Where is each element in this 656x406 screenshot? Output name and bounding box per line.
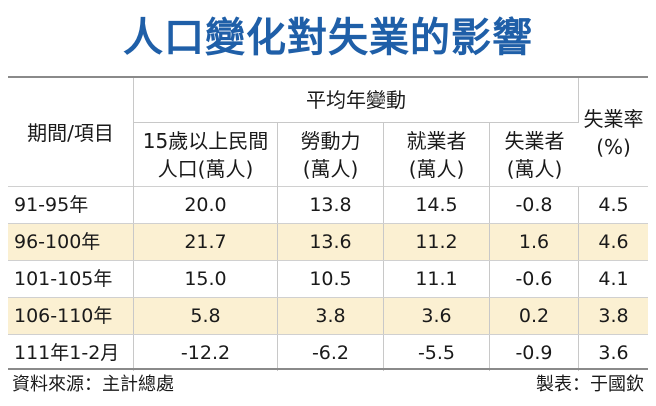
cell-unemployed: 1.6 bbox=[490, 224, 579, 260]
cell-period: 106-110年 bbox=[8, 298, 134, 334]
header-population-line2: 人口(萬人) bbox=[157, 157, 254, 181]
header-population: 15歲以上民間 人口(萬人) bbox=[134, 123, 278, 187]
header-labor-line2: (萬人) bbox=[302, 157, 359, 181]
header-rate-line1: 失業率 bbox=[583, 106, 644, 131]
cell-rate: 3.8 bbox=[598, 305, 629, 327]
cell-employed: -5.5 bbox=[384, 335, 490, 371]
table-header: 期間/項目 平均年變動 失業率 (%) 15歲以上民間 人口(萬人) 勞動力 (… bbox=[8, 78, 648, 187]
cell-period: 91-95年 bbox=[8, 187, 134, 223]
header-employed: 就業者 (萬人) bbox=[384, 123, 490, 187]
header-period: 期間/項目 bbox=[8, 78, 134, 187]
maker-credit: 製表：于國欽 bbox=[536, 374, 644, 395]
cell-labor: -6.2 bbox=[278, 335, 384, 371]
header-unemployed-line2: (萬人) bbox=[506, 157, 563, 181]
header-unemployment-rate: 失業率 (%) bbox=[579, 78, 648, 187]
cell-employed: 14.5 bbox=[384, 187, 490, 223]
header-labor-line1: 勞動力 bbox=[300, 129, 361, 153]
cell-unemployed: -0.8 bbox=[490, 187, 579, 223]
cell-employed: 11.2 bbox=[384, 224, 490, 260]
source-note: 資料來源：主計總處 bbox=[12, 374, 174, 395]
page-title: 人口變化對失業的影響 bbox=[123, 15, 533, 61]
cell-rate: 4.5 bbox=[598, 194, 629, 216]
cell-rate: 4.1 bbox=[598, 268, 629, 290]
cell-rate: 4.6 bbox=[598, 231, 629, 253]
table-row: 111年1-2月 -12.2 -6.2 -5.5 -0.9 3.6 bbox=[8, 334, 648, 371]
cell-population: 5.8 bbox=[134, 298, 278, 334]
cell-employed: 11.1 bbox=[384, 261, 490, 297]
table-row: 91-95年 20.0 13.8 14.5 -0.8 4.5 bbox=[8, 186, 648, 223]
cell-population: -12.2 bbox=[134, 335, 278, 371]
cell-period: 101-105年 bbox=[8, 261, 134, 297]
table-row: 101-105年 15.0 10.5 11.1 -0.6 4.1 bbox=[8, 260, 648, 297]
cell-population: 20.0 bbox=[134, 187, 278, 223]
header-unemployed: 失業者 (萬人) bbox=[490, 123, 579, 187]
header-rate-line2: (%) bbox=[596, 134, 631, 159]
cell-unemployed: 0.2 bbox=[490, 298, 579, 334]
cell-period: 111年1-2月 bbox=[8, 335, 134, 371]
table-footer: 資料來源：主計總處 製表：于國欽 bbox=[8, 368, 648, 402]
header-population-line1: 15歲以上民間 bbox=[142, 129, 269, 153]
cell-unemployed: -0.9 bbox=[490, 335, 579, 371]
cell-labor: 13.8 bbox=[278, 187, 384, 223]
cell-employed: 3.6 bbox=[384, 298, 490, 334]
cell-labor: 3.8 bbox=[278, 298, 384, 334]
header-unemployed-line1: 失業者 bbox=[504, 129, 565, 153]
cell-labor: 10.5 bbox=[278, 261, 384, 297]
header-group-annual-change: 平均年變動 bbox=[134, 78, 579, 123]
cell-population: 21.7 bbox=[134, 224, 278, 260]
cell-rate: 3.6 bbox=[598, 342, 629, 364]
table-row: 106-110年 5.8 3.8 3.6 0.2 3.8 bbox=[8, 297, 648, 334]
data-table: 期間/項目 平均年變動 失業率 (%) 15歲以上民間 人口(萬人) 勞動力 (… bbox=[8, 76, 648, 371]
table-row: 96-100年 21.7 13.6 11.2 1.6 4.6 bbox=[8, 223, 648, 260]
cell-period: 96-100年 bbox=[8, 224, 134, 260]
cell-labor: 13.6 bbox=[278, 224, 384, 260]
cell-population: 15.0 bbox=[134, 261, 278, 297]
header-employed-line2: (萬人) bbox=[408, 157, 465, 181]
cell-unemployed: -0.6 bbox=[490, 261, 579, 297]
header-labor-force: 勞動力 (萬人) bbox=[278, 123, 384, 187]
header-employed-line1: 就業者 bbox=[406, 129, 467, 153]
